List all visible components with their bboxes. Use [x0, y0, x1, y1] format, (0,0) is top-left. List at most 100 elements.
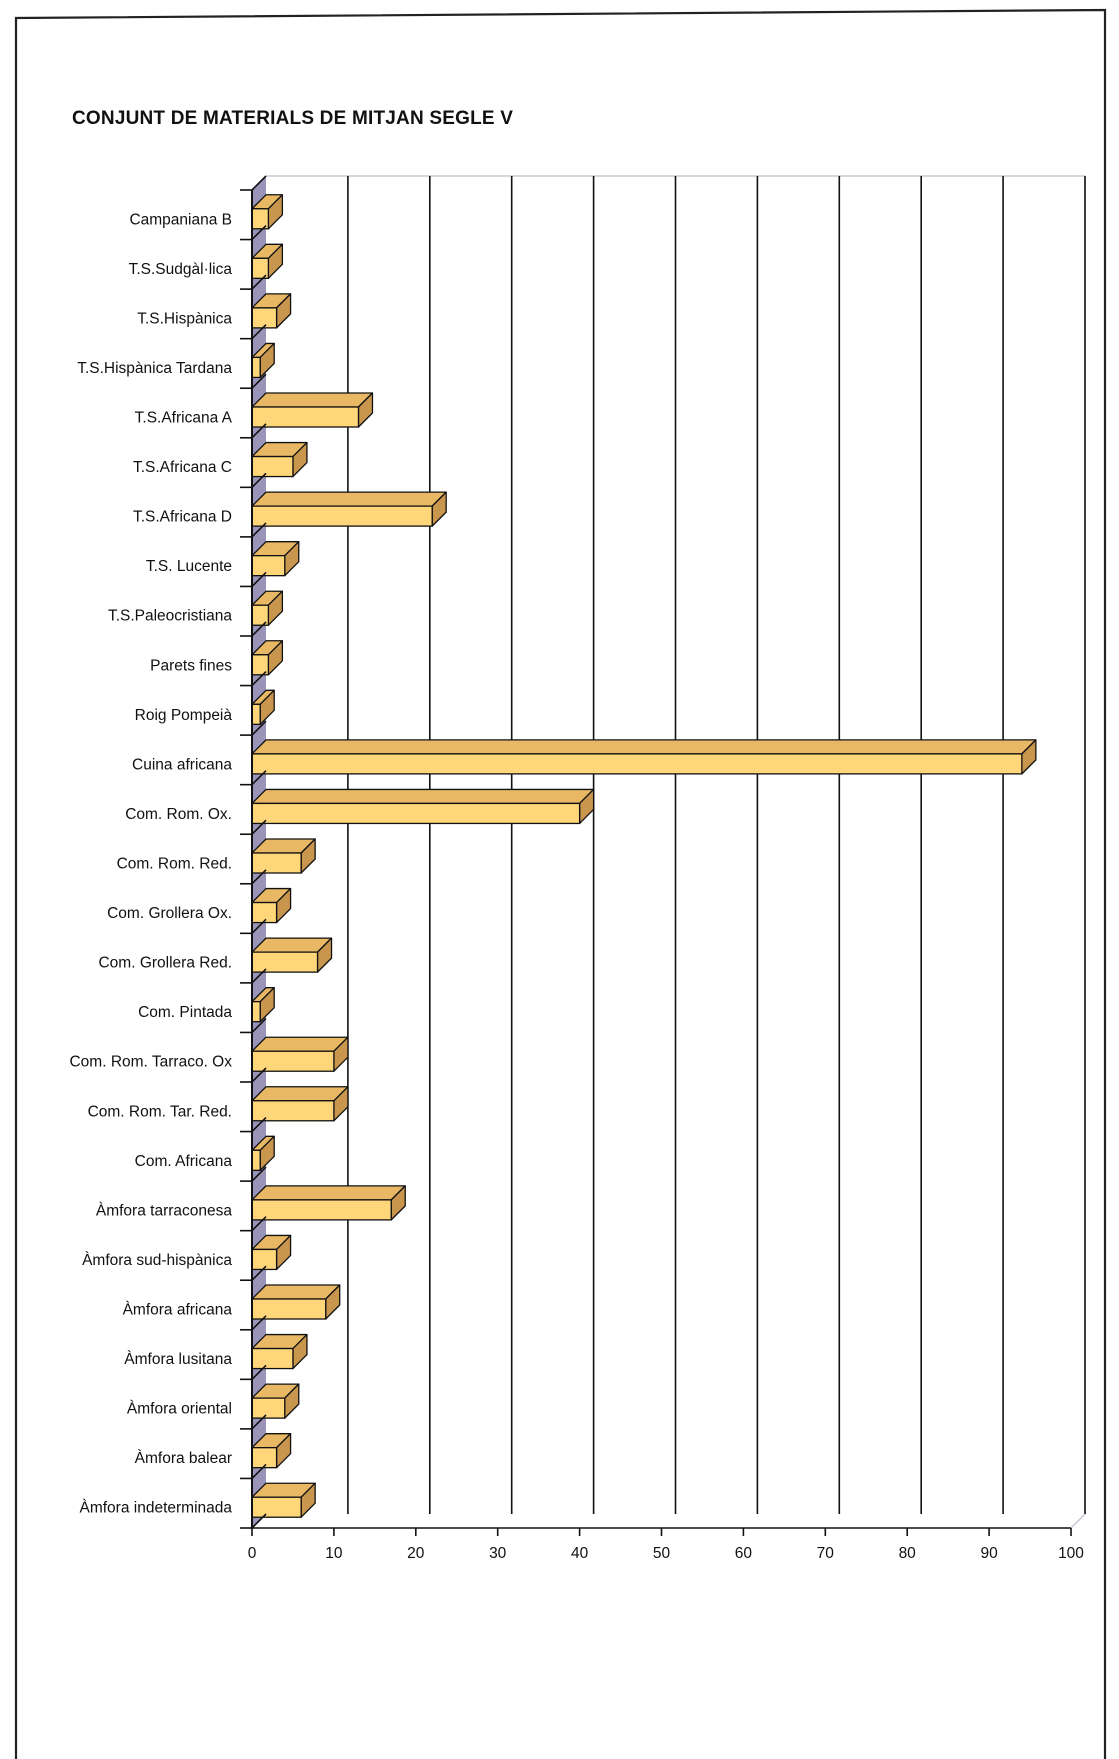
bar-front-face — [251, 753, 1023, 775]
bar — [251, 293, 292, 329]
bar — [251, 1284, 341, 1320]
y-tick-depth — [251, 324, 267, 340]
y-tick-depth — [251, 373, 267, 389]
y-tick-depth — [251, 1166, 267, 1182]
y-tick-depth — [251, 621, 267, 637]
category-label: Com. Rom. Tar. Red. — [88, 1103, 232, 1120]
chart-title: CONJUNT DE MATERIALS DE MITJAN SEGLE V — [72, 108, 514, 129]
category-label: Com. Grollera Red. — [98, 955, 232, 972]
plot-frame — [252, 175, 1086, 1529]
x-tick-label: 60 — [735, 1545, 753, 1562]
bar-top-face — [251, 788, 595, 805]
bar-front-face — [251, 1100, 335, 1122]
y-tick-depth — [251, 274, 267, 290]
category-label: T.S.Africana C — [133, 459, 232, 476]
y-tick-depth — [251, 522, 267, 538]
y-tick-depth — [251, 918, 267, 934]
y-tick-depth — [251, 968, 267, 984]
bar-front-face — [251, 505, 433, 527]
x-tick-label: 40 — [571, 1545, 589, 1562]
category-label: T.S.Africana D — [133, 509, 232, 526]
y-tick-depth — [251, 1216, 267, 1232]
x-tick-label: 0 — [248, 1545, 257, 1562]
bar — [251, 590, 284, 626]
bar-top-face — [251, 1284, 341, 1300]
bar-front-face — [251, 1496, 302, 1518]
category-label: Com. Rom. Ox. — [125, 806, 232, 823]
bar-top-face — [251, 1036, 349, 1052]
category-label: Parets fines — [150, 657, 232, 674]
bar-top-face — [251, 392, 374, 408]
x-tick-label: 90 — [980, 1545, 998, 1562]
y-tick-depth — [251, 472, 267, 488]
y-tick-depth — [251, 670, 267, 687]
bar — [251, 1086, 349, 1122]
y-tick-depth — [251, 423, 267, 439]
bar-top-face — [251, 1185, 406, 1201]
bar-front-face — [251, 307, 278, 329]
y-tick-depth — [251, 1513, 267, 1529]
bar-front-face — [251, 1447, 278, 1469]
plot-corner-line — [1070, 1513, 1086, 1529]
category-label: Cuina africana — [132, 756, 232, 773]
bar-front-face — [251, 901, 278, 924]
bar — [251, 937, 333, 973]
bar-front-face — [251, 802, 581, 825]
bar — [251, 1185, 406, 1221]
category-label: Àmfora tarraconesa — [96, 1202, 232, 1219]
bar-front-face — [251, 1298, 327, 1320]
bar — [251, 491, 447, 527]
x-tick-labels: 0 10 20 30 40 50 60 70 80 90 100 — [248, 1528, 1084, 1562]
category-label: T.S. Lucente — [146, 558, 232, 575]
page-frame-line — [14, 8, 1107, 1759]
y-tick-depth — [251, 1463, 267, 1480]
category-label: T.S.Sudgàl·lica — [129, 261, 233, 278]
x-tick-label: 50 — [653, 1545, 671, 1562]
bar-front-face — [251, 1347, 294, 1370]
y-axis — [240, 175, 1071, 1529]
y-tick-depth — [251, 1067, 267, 1083]
category-label: Com. Rom. Tarraco. Ox — [69, 1054, 232, 1071]
bar-front-face — [251, 1001, 261, 1023]
bar — [251, 392, 374, 428]
bar-front-face — [251, 455, 294, 478]
category-label: Com. Rom. Red. — [117, 856, 232, 873]
y-tick-depth — [251, 1364, 267, 1380]
bar — [251, 1383, 300, 1419]
y-tick-depth — [251, 1265, 267, 1281]
bar-front-face — [251, 1149, 261, 1171]
bar — [251, 788, 595, 825]
bar-top-face — [251, 491, 447, 507]
category-label: Campaniana B — [129, 211, 232, 228]
category-label: T.S.Hispànica — [137, 310, 232, 327]
bar — [251, 1333, 308, 1370]
y-tick-depth — [251, 869, 267, 885]
bar — [251, 194, 284, 230]
x-tick-label: 20 — [407, 1545, 425, 1562]
bar — [251, 1433, 292, 1469]
bar-front-face — [251, 356, 261, 379]
x-tick-label: 100 — [1058, 1545, 1084, 1562]
bar — [251, 739, 1037, 775]
x-tick-label: 30 — [489, 1545, 507, 1562]
y-tick-depth — [251, 571, 267, 588]
category-label: Àmfora sud-hispànica — [82, 1252, 232, 1269]
category-label: Com. Africana — [135, 1153, 233, 1170]
y-tick-depth — [251, 1414, 267, 1430]
category-label: Àmfora indeterminada — [80, 1500, 233, 1517]
gridlines — [347, 176, 1086, 1514]
bar — [251, 1234, 292, 1271]
bar-front-face — [251, 1199, 392, 1221]
bar-front-face — [251, 406, 360, 428]
bar — [251, 1135, 275, 1171]
category-labels: Campaniana B T.S.Sudgàl·lica T.S.Hispànica… — [69, 211, 232, 1516]
y-tick-depth — [251, 175, 267, 191]
category-label: Com. Grollera Ox. — [107, 905, 232, 922]
bar-front-face — [251, 1248, 278, 1271]
bar — [251, 243, 284, 279]
category-label: T.S.Paleocristiana — [108, 608, 232, 625]
y-tick-depth — [251, 1017, 267, 1034]
bar — [251, 838, 316, 874]
category-label: T.S.Hispànica Tardana — [77, 360, 232, 377]
